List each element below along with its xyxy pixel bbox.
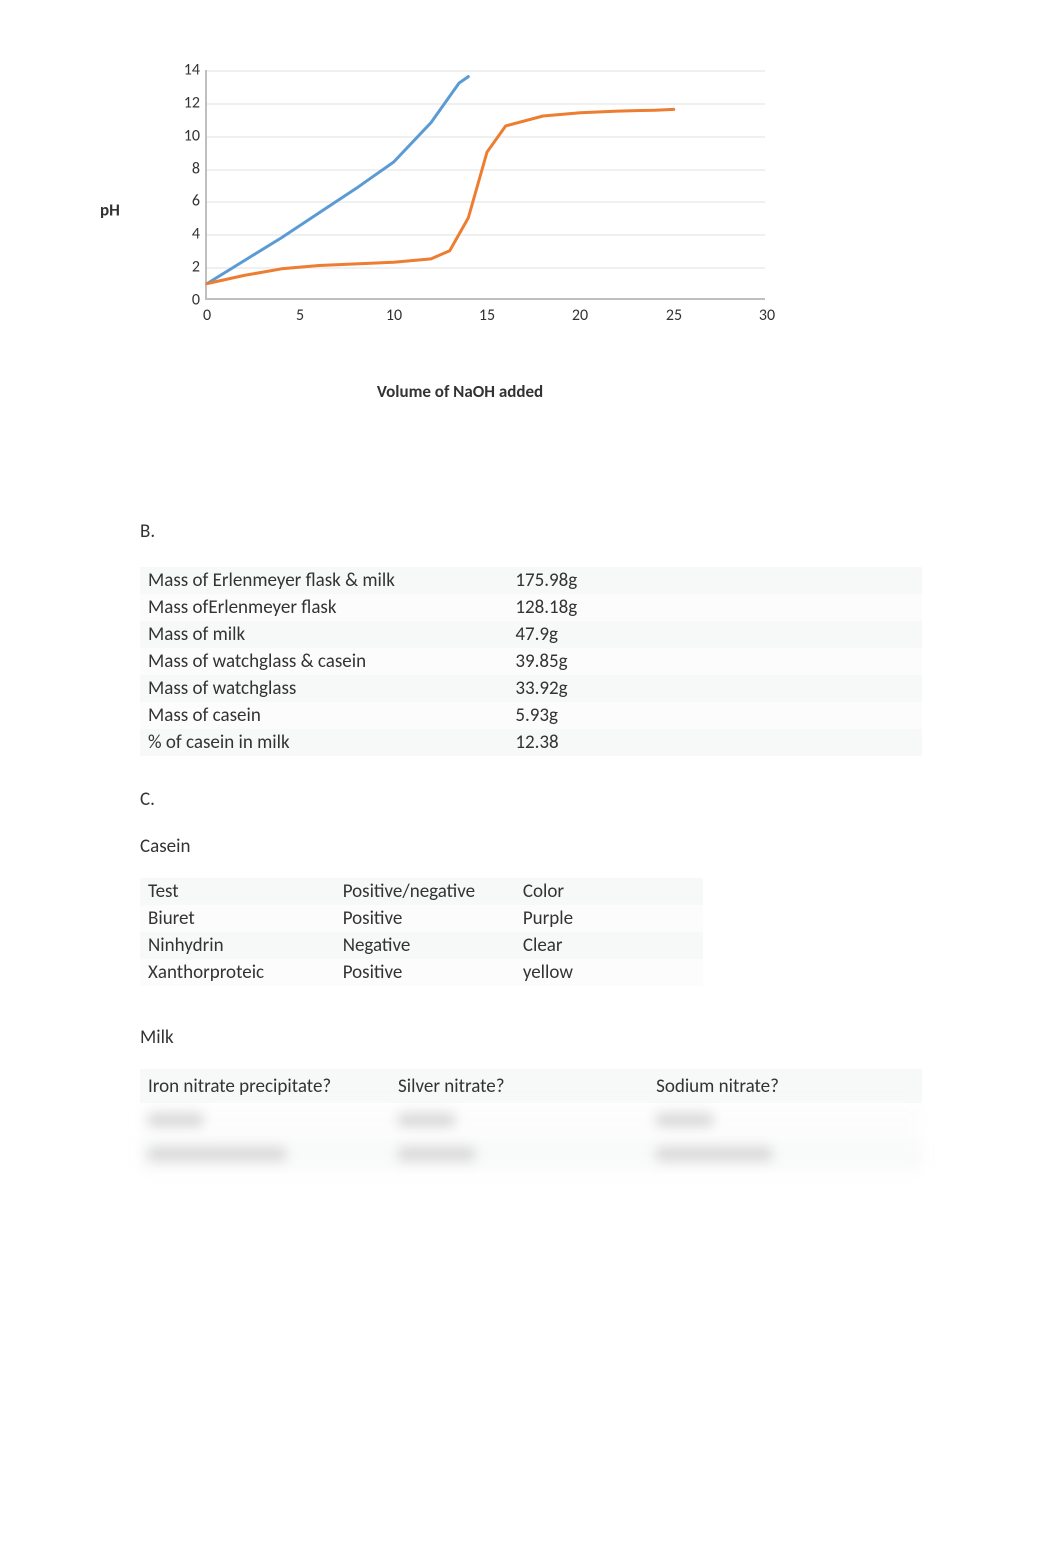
blurred-text <box>148 1147 286 1161</box>
chart-series-series-a <box>207 77 468 284</box>
table-row: Biuret Positive Purple <box>140 905 703 932</box>
table-row: Mass of watchglass 33.92g <box>140 675 922 702</box>
x-tick: 5 <box>296 306 304 325</box>
y-tick: 4 <box>172 225 200 244</box>
mass-label: Mass of Erlenmeyer flask & milk <box>140 569 515 592</box>
test-name: Ninhydrin <box>140 934 343 957</box>
col-header: Positive/negative <box>343 880 523 903</box>
x-tick: 25 <box>666 306 682 325</box>
blurred-text <box>148 1113 203 1127</box>
test-name: Xanthorproteic <box>140 961 343 984</box>
blurred-content-row <box>140 1103 922 1137</box>
col-header: Test <box>140 880 343 903</box>
mass-label: Mass of milk <box>140 623 515 646</box>
mass-value: 5.93g <box>515 704 922 727</box>
test-color: yellow <box>523 961 703 984</box>
y-tick: 2 <box>172 258 200 277</box>
mass-label: Mass of casein <box>140 704 515 727</box>
table-row: Mass of casein 5.93g <box>140 702 922 729</box>
chart-plot-area: 0 5 10 15 20 25 30 <box>205 70 765 300</box>
blurred-content-row <box>140 1137 922 1171</box>
y-tick: 8 <box>172 160 200 179</box>
col-header: Sodium nitrate? <box>656 1075 914 1098</box>
x-tick: 20 <box>572 306 588 325</box>
y-tick: 10 <box>172 127 200 146</box>
blurred-text <box>398 1147 475 1161</box>
milk-heading: Milk <box>140 1026 922 1049</box>
table-row: Mass of Erlenmeyer flask & milk 175.98g <box>140 567 922 594</box>
mass-label: Mass ofErlenmeyer flask <box>140 596 515 619</box>
milk-table: Iron nitrate precipitate? Silver nitrate… <box>140 1069 922 1171</box>
section-c-label: C. <box>140 788 922 811</box>
test-result: Negative <box>343 934 523 957</box>
chart-y-axis-label: pH <box>100 200 120 221</box>
col-header: Iron nitrate precipitate? <box>140 1075 398 1098</box>
mass-value: 39.85g <box>515 650 922 673</box>
mass-label: Mass of watchglass & casein <box>140 650 515 673</box>
mass-value: 128.18g <box>515 596 922 619</box>
chart-svg <box>207 70 767 300</box>
table-header-row: Iron nitrate precipitate? Silver nitrate… <box>140 1069 922 1103</box>
test-color: Purple <box>523 907 703 930</box>
table-row: Xanthorproteic Positive yellow <box>140 959 703 986</box>
y-tick: 14 <box>172 61 200 80</box>
titration-chart: pH 0 2 4 6 8 10 12 14 0 5 10 15 20 25 30… <box>150 70 770 350</box>
col-header: Silver nitrate? <box>398 1075 656 1098</box>
mass-value: 12.38 <box>515 731 922 754</box>
x-tick: 10 <box>386 306 402 325</box>
chart-x-axis-label: Volume of NaOH added <box>377 381 543 402</box>
casein-heading: Casein <box>140 835 922 858</box>
x-tick: 0 <box>203 306 211 325</box>
blurred-text <box>656 1113 713 1127</box>
casein-table: Test Positive/negative Color Biuret Posi… <box>140 878 703 986</box>
mass-label: % of casein in milk <box>140 731 515 754</box>
chart-series-series-b <box>207 109 674 283</box>
test-result: Positive <box>343 907 523 930</box>
y-tick: 12 <box>172 94 200 113</box>
test-result: Positive <box>343 961 523 984</box>
mass-table: Mass of Erlenmeyer flask & milk 175.98g … <box>140 567 922 756</box>
test-color: Clear <box>523 934 703 957</box>
y-tick: 0 <box>172 291 200 310</box>
table-row: Mass of milk 47.9g <box>140 621 922 648</box>
blurred-text <box>398 1113 455 1127</box>
blurred-text <box>656 1147 772 1161</box>
section-b-label: B. <box>140 520 922 543</box>
table-row: Ninhydrin Negative Clear <box>140 932 703 959</box>
x-tick: 30 <box>759 306 775 325</box>
test-name: Biuret <box>140 907 343 930</box>
mass-value: 33.92g <box>515 677 922 700</box>
table-row: Mass ofErlenmeyer flask 128.18g <box>140 594 922 621</box>
mass-value: 175.98g <box>515 569 922 592</box>
x-tick: 15 <box>479 306 495 325</box>
table-row: Mass of watchglass & casein 39.85g <box>140 648 922 675</box>
table-row: % of casein in milk 12.38 <box>140 729 922 756</box>
y-tick: 6 <box>172 192 200 211</box>
mass-label: Mass of watchglass <box>140 677 515 700</box>
mass-value: 47.9g <box>515 623 922 646</box>
col-header: Color <box>523 880 703 903</box>
table-header-row: Test Positive/negative Color <box>140 878 703 905</box>
